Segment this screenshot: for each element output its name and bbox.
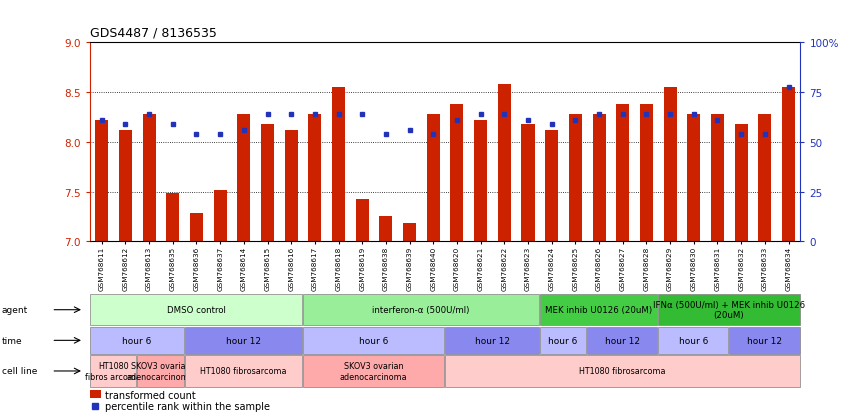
Bar bbox=[261, 125, 274, 242]
Bar bbox=[285, 131, 298, 242]
Text: HT1080
fibros arcoma: HT1080 fibros arcoma bbox=[86, 361, 141, 381]
Text: SKOV3 ovarian
adenocarcinoma: SKOV3 ovarian adenocarcinoma bbox=[127, 361, 194, 381]
Text: hour 12: hour 12 bbox=[474, 336, 509, 345]
Bar bbox=[90, 391, 101, 399]
Bar bbox=[474, 121, 487, 242]
Text: HT1080 fibrosarcoma: HT1080 fibrosarcoma bbox=[200, 367, 287, 375]
Bar bbox=[356, 200, 369, 242]
Text: DMSO control: DMSO control bbox=[167, 306, 225, 314]
Bar bbox=[95, 121, 108, 242]
Text: hour 12: hour 12 bbox=[605, 336, 639, 345]
Bar bbox=[616, 105, 629, 242]
Bar bbox=[332, 88, 345, 242]
Text: IFNα (500U/ml) + MEK inhib U0126
(20uM): IFNα (500U/ml) + MEK inhib U0126 (20uM) bbox=[653, 300, 805, 320]
Bar bbox=[427, 115, 440, 242]
Text: interferon-α (500U/ml): interferon-α (500U/ml) bbox=[372, 306, 470, 314]
Text: SKOV3 ovarian
adenocarcinoma: SKOV3 ovarian adenocarcinoma bbox=[340, 361, 407, 381]
Bar bbox=[687, 115, 700, 242]
Bar bbox=[663, 88, 676, 242]
Text: hour 12: hour 12 bbox=[226, 336, 261, 345]
Text: hour 6: hour 6 bbox=[359, 336, 389, 345]
Text: cell line: cell line bbox=[2, 367, 37, 375]
Bar bbox=[569, 115, 582, 242]
Bar bbox=[734, 125, 747, 242]
Text: HT1080 fibrosarcoma: HT1080 fibrosarcoma bbox=[579, 367, 666, 375]
Bar bbox=[498, 85, 511, 242]
Text: hour 6: hour 6 bbox=[122, 336, 152, 345]
Text: MEK inhib U0126 (20uM): MEK inhib U0126 (20uM) bbox=[545, 306, 652, 314]
Bar bbox=[143, 115, 156, 242]
Text: hour 12: hour 12 bbox=[747, 336, 782, 345]
Bar bbox=[403, 224, 416, 242]
Bar bbox=[640, 105, 653, 242]
Bar bbox=[592, 115, 605, 242]
Bar bbox=[379, 217, 392, 242]
Text: hour 6: hour 6 bbox=[549, 336, 578, 345]
Text: hour 6: hour 6 bbox=[679, 336, 708, 345]
Text: agent: agent bbox=[2, 306, 28, 314]
Bar bbox=[782, 88, 795, 242]
Text: GDS4487 / 8136535: GDS4487 / 8136535 bbox=[90, 26, 217, 39]
Text: transformed count: transformed count bbox=[104, 389, 196, 399]
Bar bbox=[711, 115, 724, 242]
Bar bbox=[758, 115, 771, 242]
Text: percentile rank within the sample: percentile rank within the sample bbox=[104, 401, 270, 411]
Bar bbox=[190, 214, 203, 242]
Bar bbox=[450, 105, 463, 242]
Bar bbox=[237, 115, 250, 242]
Bar bbox=[166, 194, 179, 242]
Text: time: time bbox=[2, 336, 22, 345]
Bar bbox=[119, 131, 132, 242]
Bar bbox=[214, 190, 227, 242]
Bar bbox=[545, 131, 558, 242]
Bar bbox=[521, 125, 534, 242]
Bar bbox=[308, 115, 321, 242]
